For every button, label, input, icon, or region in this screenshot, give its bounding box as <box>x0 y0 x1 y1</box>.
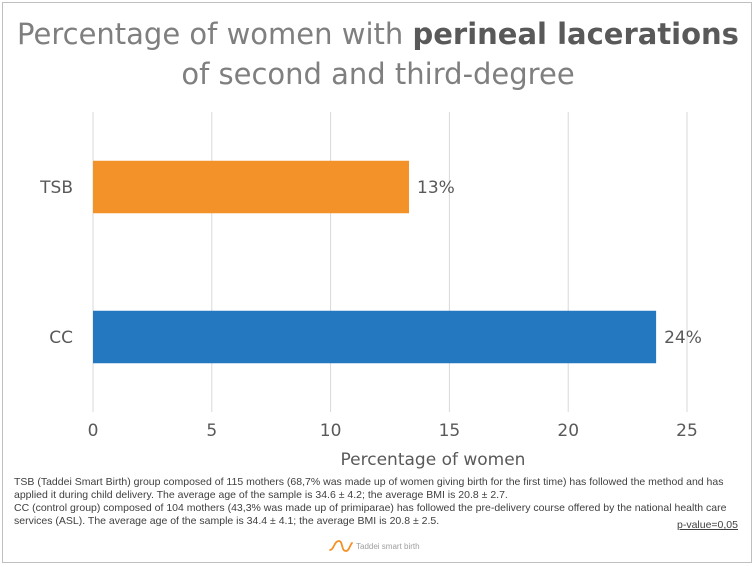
x-tick-label: 5 <box>206 421 217 441</box>
title-bold: perineal lacerations <box>412 17 739 51</box>
chart-title-line1: Percentage of women with perineal lacera… <box>0 16 756 52</box>
brand-logo: Taddei smart birth <box>329 538 420 554</box>
category-label: CC <box>49 328 73 348</box>
title-prefix: Percentage of women with <box>17 17 413 51</box>
chart-title-line2: of second and third-degree <box>181 57 575 91</box>
x-tick-label: 10 <box>320 421 342 441</box>
bar-cc <box>93 310 657 364</box>
data-label: 13% <box>417 178 455 198</box>
x-axis-label: Percentage of women <box>340 450 526 470</box>
bar-tsb <box>93 160 410 214</box>
x-tick-label: 15 <box>439 421 461 441</box>
footnotes: TSB (Taddei Smart Birth) group composed … <box>14 476 742 528</box>
x-tick-label: 20 <box>557 421 579 441</box>
x-tick-label: 0 <box>88 421 99 441</box>
x-tick-label: 25 <box>676 421 698 441</box>
logo-text: Taddei smart birth <box>356 541 420 551</box>
note-tsb: TSB (Taddei Smart Birth) group composed … <box>14 476 724 501</box>
category-label: TSB <box>39 178 73 198</box>
data-label: 24% <box>664 328 702 348</box>
logo-wave-icon <box>329 540 353 552</box>
p-value: p-value=0,05 <box>676 519 738 531</box>
note-cc: CC (control group) composed of 104 mothe… <box>14 502 727 527</box>
